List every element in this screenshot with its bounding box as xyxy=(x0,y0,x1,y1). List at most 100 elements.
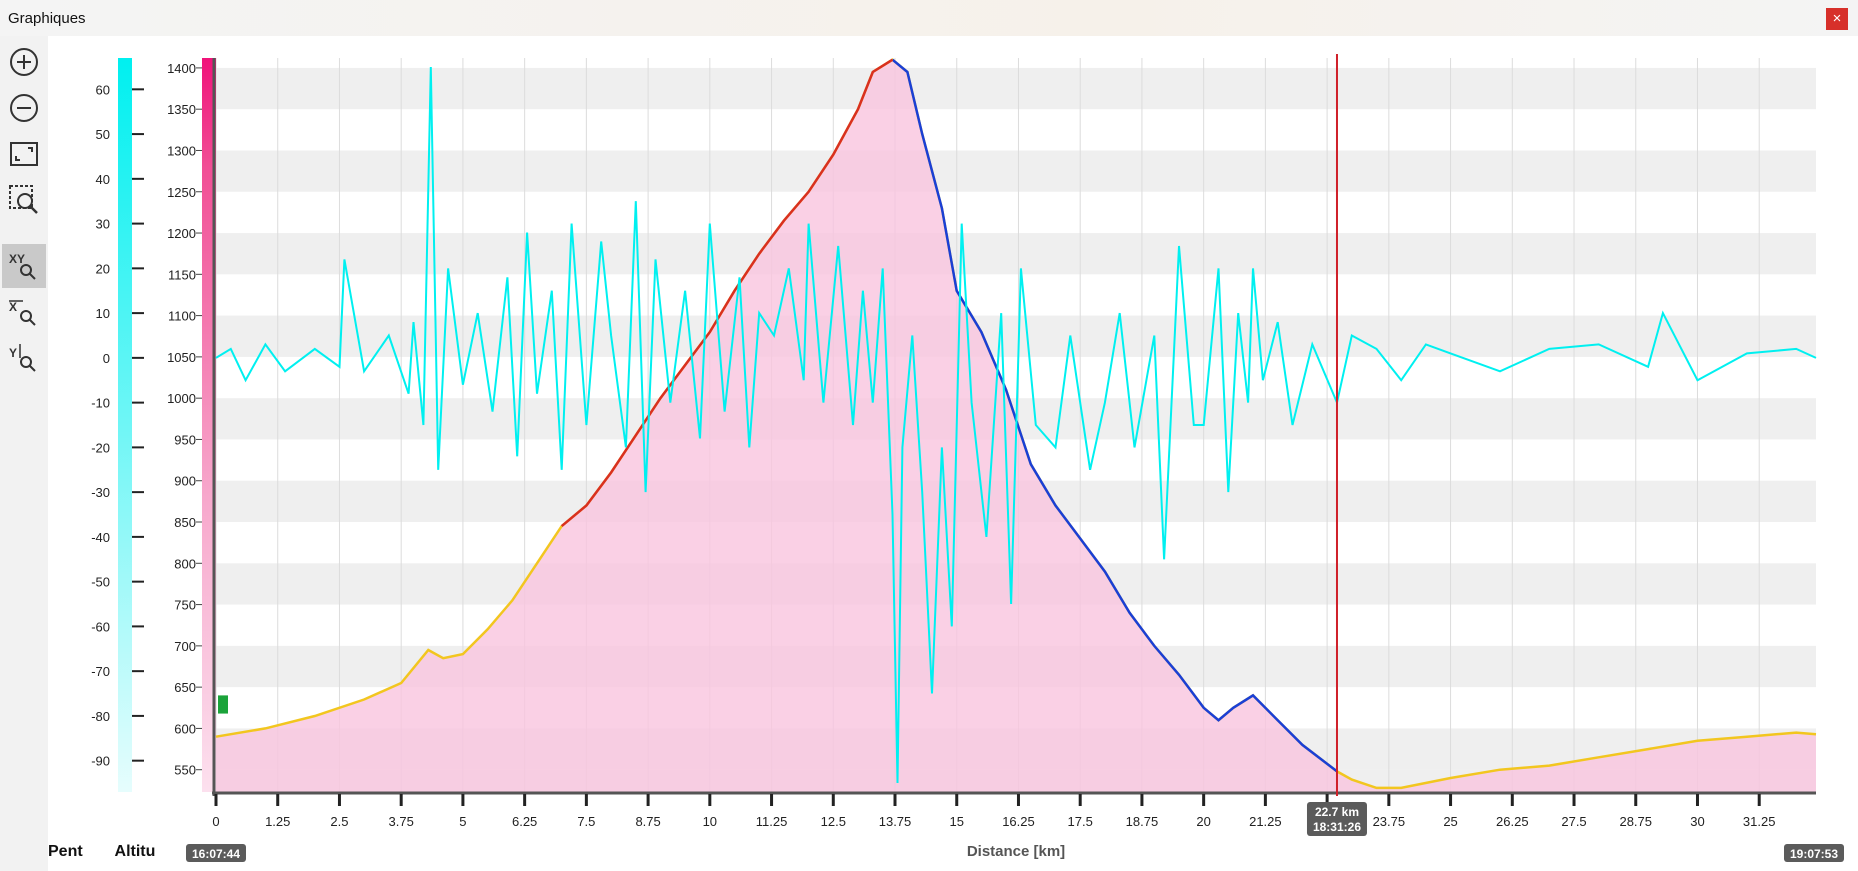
altitude-tick-label: 700 xyxy=(174,639,196,654)
svg-text:Y: Y xyxy=(9,346,17,360)
x-tick-label: 5 xyxy=(459,814,466,829)
x-tick-label: 15 xyxy=(950,814,964,829)
zoom-y-button[interactable]: Y xyxy=(2,336,46,380)
end-time-box xyxy=(1784,844,1844,862)
elevation-chart[interactable]: 6050403020100-10-20-30-40-50-60-70-80-90… xyxy=(48,36,1858,871)
fit-view-button[interactable] xyxy=(2,132,46,176)
cursor-time-label: 18:31:26 xyxy=(1313,820,1361,834)
x-tick-label: 1.25 xyxy=(265,814,290,829)
zoom-xy-icon: XY xyxy=(9,252,36,280)
altitude-tick-label: 1250 xyxy=(167,185,196,200)
zoom-xy-button[interactable]: XY xyxy=(2,244,46,288)
tab-altitude[interactable]: Altitu xyxy=(114,843,156,860)
slope-tick-label: -30 xyxy=(91,485,110,500)
x-tick-label: 13.75 xyxy=(879,814,912,829)
altitude-tick-label: 1000 xyxy=(167,391,196,406)
altitude-tick-label: 750 xyxy=(174,598,196,613)
end-time-label: 19:07:53 xyxy=(1790,847,1838,861)
x-tick-label: 30 xyxy=(1690,814,1704,829)
slope-tick-label: 60 xyxy=(96,82,110,97)
x-tick-label: 7.5 xyxy=(577,814,595,829)
slope-tick-label: 50 xyxy=(96,127,110,142)
x-tick-label: 21.25 xyxy=(1249,814,1282,829)
zoom-in-icon xyxy=(10,48,38,76)
descent-profile-line xyxy=(891,58,1338,773)
altitude-tick-label: 800 xyxy=(174,556,196,571)
start-time-box xyxy=(186,844,246,862)
cursor-distance-label: 22.7 km xyxy=(1315,805,1359,819)
altitude-tick-label: 650 xyxy=(174,680,196,695)
window-title: Graphiques xyxy=(8,10,86,27)
slope-tick-label: 20 xyxy=(96,261,110,276)
bottom-tabs: Pent Altitu xyxy=(48,843,183,861)
grid-band xyxy=(216,233,1816,275)
zoom-window-icon xyxy=(9,185,38,214)
grid-band xyxy=(216,67,1816,110)
altitude-tick-label: 1050 xyxy=(167,350,196,365)
altitude-tick-label: 1400 xyxy=(167,61,196,76)
x-tick-label: 17.5 xyxy=(1068,814,1093,829)
zoom-x-icon: X xyxy=(9,300,36,326)
slope-tick-label: -50 xyxy=(91,575,110,590)
slope-tick-label: -60 xyxy=(91,619,110,634)
start-flag-icon xyxy=(218,695,228,714)
x-tick-label: 2.5 xyxy=(330,814,348,829)
altitude-tick-label: 1100 xyxy=(168,309,196,324)
x-tick-label: 23.75 xyxy=(1373,814,1406,829)
altitude-tick-label: 1350 xyxy=(167,102,196,117)
zoom-out-icon xyxy=(10,94,38,122)
altitude-tick-label: 1200 xyxy=(167,226,196,241)
fit-view-icon xyxy=(10,142,38,166)
slope-tick-label: -10 xyxy=(91,396,110,411)
x-tick-label: 0 xyxy=(212,814,219,829)
slope-line xyxy=(215,66,1817,784)
altitude-tick-label: 1300 xyxy=(167,143,196,158)
x-tick-label: 16.25 xyxy=(1002,814,1035,829)
altitude-tick-label: 850 xyxy=(174,515,196,530)
x-tick-label: 10 xyxy=(703,814,717,829)
x-tick-label: 28.75 xyxy=(1619,814,1652,829)
altitude-tick-label: 1150 xyxy=(168,267,196,282)
slope-tick-label: 30 xyxy=(96,217,110,232)
altitude-tick-label: 900 xyxy=(174,474,196,489)
x-tick-label: 12.5 xyxy=(821,814,846,829)
slope-tick-label: -20 xyxy=(91,440,110,455)
cursor-label-box xyxy=(1306,802,1367,836)
slope-tick-label: -90 xyxy=(91,754,110,769)
x-tick-label: 8.75 xyxy=(635,814,660,829)
x-tick-label: 3.75 xyxy=(389,814,414,829)
altitude-tick-label: 550 xyxy=(174,763,196,778)
x-tick-label: 31.25 xyxy=(1743,814,1776,829)
tab-pente[interactable]: Pent xyxy=(48,843,83,860)
altitude-tick-label: 950 xyxy=(174,432,196,447)
svg-text:XY: XY xyxy=(9,252,25,266)
svg-text:X: X xyxy=(9,300,17,314)
zoom-out-button[interactable] xyxy=(2,86,46,130)
x-tick-label: 6.25 xyxy=(512,814,537,829)
zoom-in-button[interactable] xyxy=(2,40,46,84)
chart-toolbar: XY X Y xyxy=(0,36,48,871)
slope-tick-label: -40 xyxy=(91,530,110,545)
slope-tick-label: 0 xyxy=(103,351,110,366)
x-axis-label: Distance [km] xyxy=(967,843,1065,860)
zoom-x-button[interactable]: X xyxy=(2,290,46,334)
slope-tick-label: -70 xyxy=(91,664,110,679)
x-tick-label: 27.5 xyxy=(1561,814,1586,829)
x-tick-label: 18.75 xyxy=(1126,814,1159,829)
window-titlebar: Graphiques × xyxy=(0,0,1858,36)
altitude-tick-label: 600 xyxy=(174,721,196,736)
zoom-y-icon: Y xyxy=(9,344,36,372)
start-time-label: 16:07:44 xyxy=(192,847,240,861)
ascent-profile-line xyxy=(560,58,894,528)
x-tick-label: 25 xyxy=(1443,814,1457,829)
x-tick-label: 26.25 xyxy=(1496,814,1529,829)
slope-tick-label: 40 xyxy=(96,172,110,187)
x-tick-label: 11.25 xyxy=(756,814,788,829)
slope-tick-label: 10 xyxy=(96,306,110,321)
slope-tick-label: -80 xyxy=(91,709,110,724)
grid-band xyxy=(216,150,1816,192)
x-tick-label: 20 xyxy=(1196,814,1210,829)
zoom-window-button[interactable] xyxy=(2,178,46,222)
slope-color-bar xyxy=(118,58,132,792)
close-button[interactable]: × xyxy=(1826,8,1848,30)
